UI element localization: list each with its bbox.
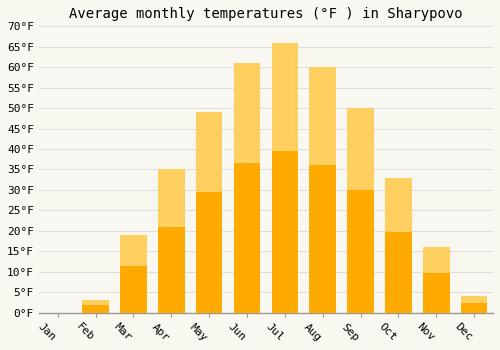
Bar xyxy=(423,247,450,273)
Bar xyxy=(461,296,487,313)
Bar xyxy=(272,43,298,150)
Bar xyxy=(310,67,336,313)
Bar xyxy=(423,247,450,313)
Bar xyxy=(461,296,487,303)
Bar xyxy=(158,169,184,227)
Bar xyxy=(196,112,222,313)
Title: Average monthly temperatures (°F ) in Sharypovo: Average monthly temperatures (°F ) in Sh… xyxy=(69,7,462,21)
Bar xyxy=(348,108,374,313)
Bar xyxy=(120,235,146,266)
Bar xyxy=(120,235,146,313)
Bar xyxy=(234,63,260,163)
Bar xyxy=(158,169,184,313)
Bar xyxy=(82,300,109,305)
Bar xyxy=(234,63,260,313)
Bar xyxy=(310,67,336,165)
Bar xyxy=(82,300,109,313)
Bar xyxy=(348,108,374,190)
Bar xyxy=(272,43,298,313)
Bar xyxy=(385,178,411,232)
Bar xyxy=(196,112,222,193)
Bar xyxy=(385,178,411,313)
